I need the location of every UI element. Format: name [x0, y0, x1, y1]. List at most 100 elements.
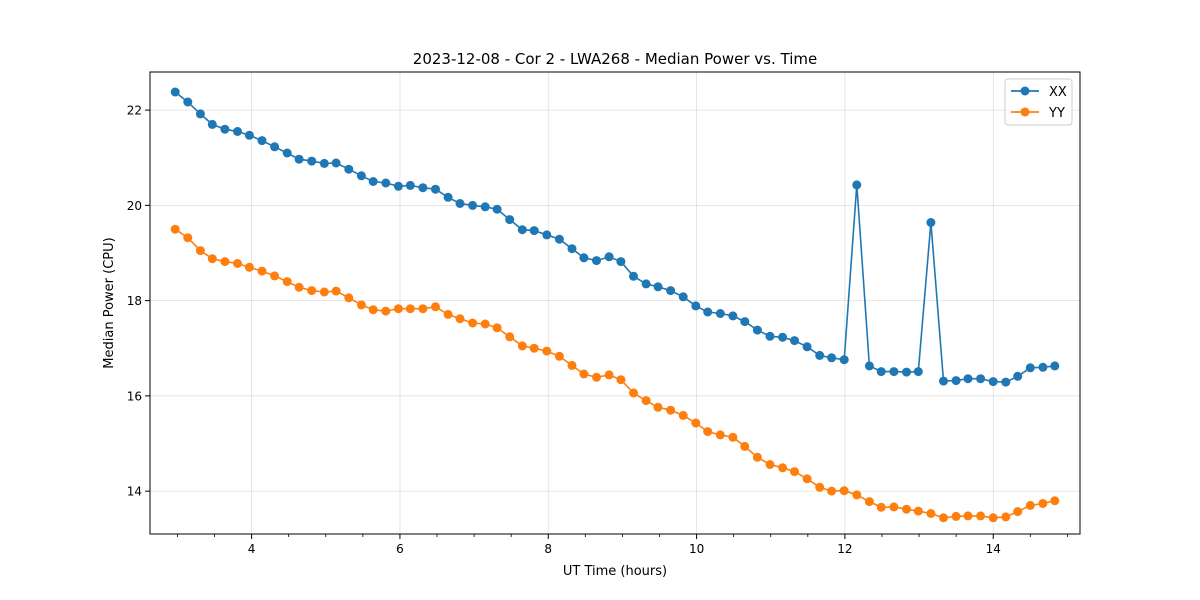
- data-point-xx: [220, 124, 230, 134]
- data-point-xx: [468, 200, 478, 210]
- y-tick-label: 14: [127, 485, 142, 499]
- data-point-xx: [505, 215, 515, 225]
- data-point-yy: [294, 282, 304, 292]
- data-point-yy: [195, 246, 205, 256]
- data-point-yy: [1013, 507, 1023, 517]
- data-point-xx: [889, 367, 899, 377]
- data-point-xx: [294, 154, 304, 164]
- data-point-yy: [207, 254, 217, 264]
- data-point-xx: [282, 148, 292, 158]
- data-point-xx: [765, 331, 775, 341]
- data-point-xx: [913, 367, 923, 377]
- data-point-yy: [554, 351, 564, 361]
- data-point-yy: [641, 396, 651, 406]
- data-point-xx: [939, 376, 948, 386]
- legend-label-xx: XX: [1049, 85, 1067, 100]
- legend-label-yy: YY: [1048, 106, 1065, 121]
- data-point-xx: [1038, 362, 1048, 372]
- data-point-yy: [691, 418, 701, 428]
- data-point-yy: [1038, 499, 1048, 508]
- data-point-yy: [1001, 512, 1011, 522]
- data-point-yy: [715, 430, 725, 440]
- data-point-yy: [889, 502, 899, 512]
- data-point-yy: [976, 511, 986, 521]
- data-point-xx: [480, 202, 490, 212]
- data-point-xx: [790, 336, 799, 346]
- data-point-xx: [170, 87, 180, 97]
- data-point-xx: [517, 225, 527, 235]
- data-point-xx: [629, 271, 638, 281]
- data-point-yy: [653, 402, 663, 412]
- data-point-xx: [666, 286, 676, 296]
- data-point-xx: [1025, 363, 1035, 373]
- data-point-xx: [381, 178, 391, 188]
- data-point-xx: [902, 367, 911, 377]
- legend-marker-yy: [1020, 107, 1030, 117]
- data-point-xx: [852, 180, 862, 190]
- data-point-xx: [864, 361, 874, 371]
- data-point-xx: [752, 325, 762, 335]
- data-point-yy: [270, 271, 280, 281]
- data-point-xx: [839, 355, 849, 365]
- data-point-yy: [529, 343, 539, 353]
- data-point-yy: [443, 309, 453, 319]
- y-tick-label: 16: [127, 389, 142, 403]
- data-point-yy: [827, 486, 837, 496]
- data-point-yy: [344, 293, 354, 303]
- data-point-xx: [356, 171, 366, 181]
- data-point-xx: [715, 309, 725, 318]
- data-point-yy: [703, 427, 713, 437]
- data-point-yy: [604, 370, 614, 380]
- data-point-yy: [1050, 496, 1060, 506]
- data-point-xx: [728, 311, 738, 321]
- data-point-yy: [988, 513, 998, 523]
- data-point-yy: [356, 300, 366, 310]
- x-tick-label: 10: [689, 542, 704, 556]
- data-point-yy: [752, 452, 762, 462]
- data-point-xx: [183, 97, 193, 107]
- data-point-xx: [988, 377, 998, 387]
- data-point-xx: [678, 292, 688, 302]
- data-point-xx: [1050, 361, 1060, 371]
- data-point-yy: [864, 497, 874, 507]
- legend: XX YY: [1004, 78, 1073, 126]
- data-point-xx: [331, 158, 341, 168]
- data-point-yy: [592, 372, 601, 382]
- data-point-xx: [405, 180, 415, 190]
- data-point-yy: [939, 513, 948, 523]
- data-point-yy: [839, 486, 849, 496]
- data-point-yy: [913, 506, 923, 516]
- data-point-xx: [691, 301, 701, 311]
- data-point-xx: [963, 374, 973, 384]
- data-point-yy: [876, 502, 886, 512]
- x-tick-label: 4: [248, 542, 256, 556]
- data-point-yy: [616, 375, 626, 385]
- data-point-yy: [567, 360, 577, 370]
- data-point-xx: [270, 142, 280, 152]
- data-point-xx: [344, 164, 354, 174]
- y-tick-label: 18: [127, 294, 142, 308]
- data-point-yy: [963, 511, 973, 521]
- data-point-yy: [307, 286, 317, 296]
- data-point-xx: [195, 109, 205, 119]
- data-point-yy: [790, 467, 799, 477]
- data-point-xx: [815, 350, 825, 360]
- data-point-xx: [554, 234, 564, 244]
- data-point-yy: [740, 441, 750, 451]
- data-point-yy: [393, 304, 403, 314]
- data-point-yy: [778, 463, 788, 473]
- data-point-xx: [653, 282, 663, 292]
- data-point-xx: [579, 253, 589, 263]
- axes: 4 6 8 10 12 14 14 16 18 20 22: [127, 104, 1068, 556]
- data-point-yy: [492, 323, 502, 333]
- x-tick-label: 12: [837, 542, 852, 556]
- data-point-xx: [244, 130, 254, 140]
- data-point-yy: [1025, 500, 1035, 510]
- x-tick-label: 8: [544, 542, 552, 556]
- x-axis-label: UT Time (hours): [563, 564, 667, 579]
- grid-lines: [150, 72, 1080, 534]
- data-point-yy: [951, 511, 961, 521]
- chart-title: 2023-12-08 - Cor 2 - LWA268 - Median Pow…: [413, 50, 817, 68]
- data-point-xx: [431, 184, 440, 194]
